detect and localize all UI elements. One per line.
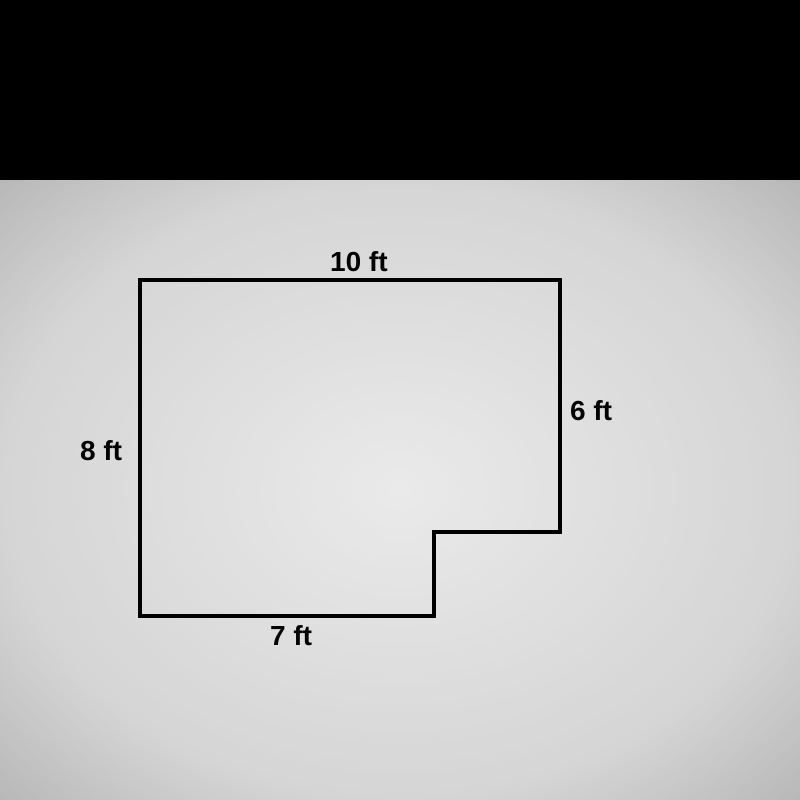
label-bottom: 7 ft [270, 620, 312, 652]
content-area: 10 ft 8 ft 6 ft 7 ft [0, 180, 800, 800]
label-left: 8 ft [80, 435, 122, 467]
label-right: 6 ft [570, 395, 612, 427]
label-top: 10 ft [330, 246, 388, 278]
shape-polygon [80, 240, 720, 640]
diagram-container: 10 ft 8 ft 6 ft 7 ft [80, 240, 720, 640]
